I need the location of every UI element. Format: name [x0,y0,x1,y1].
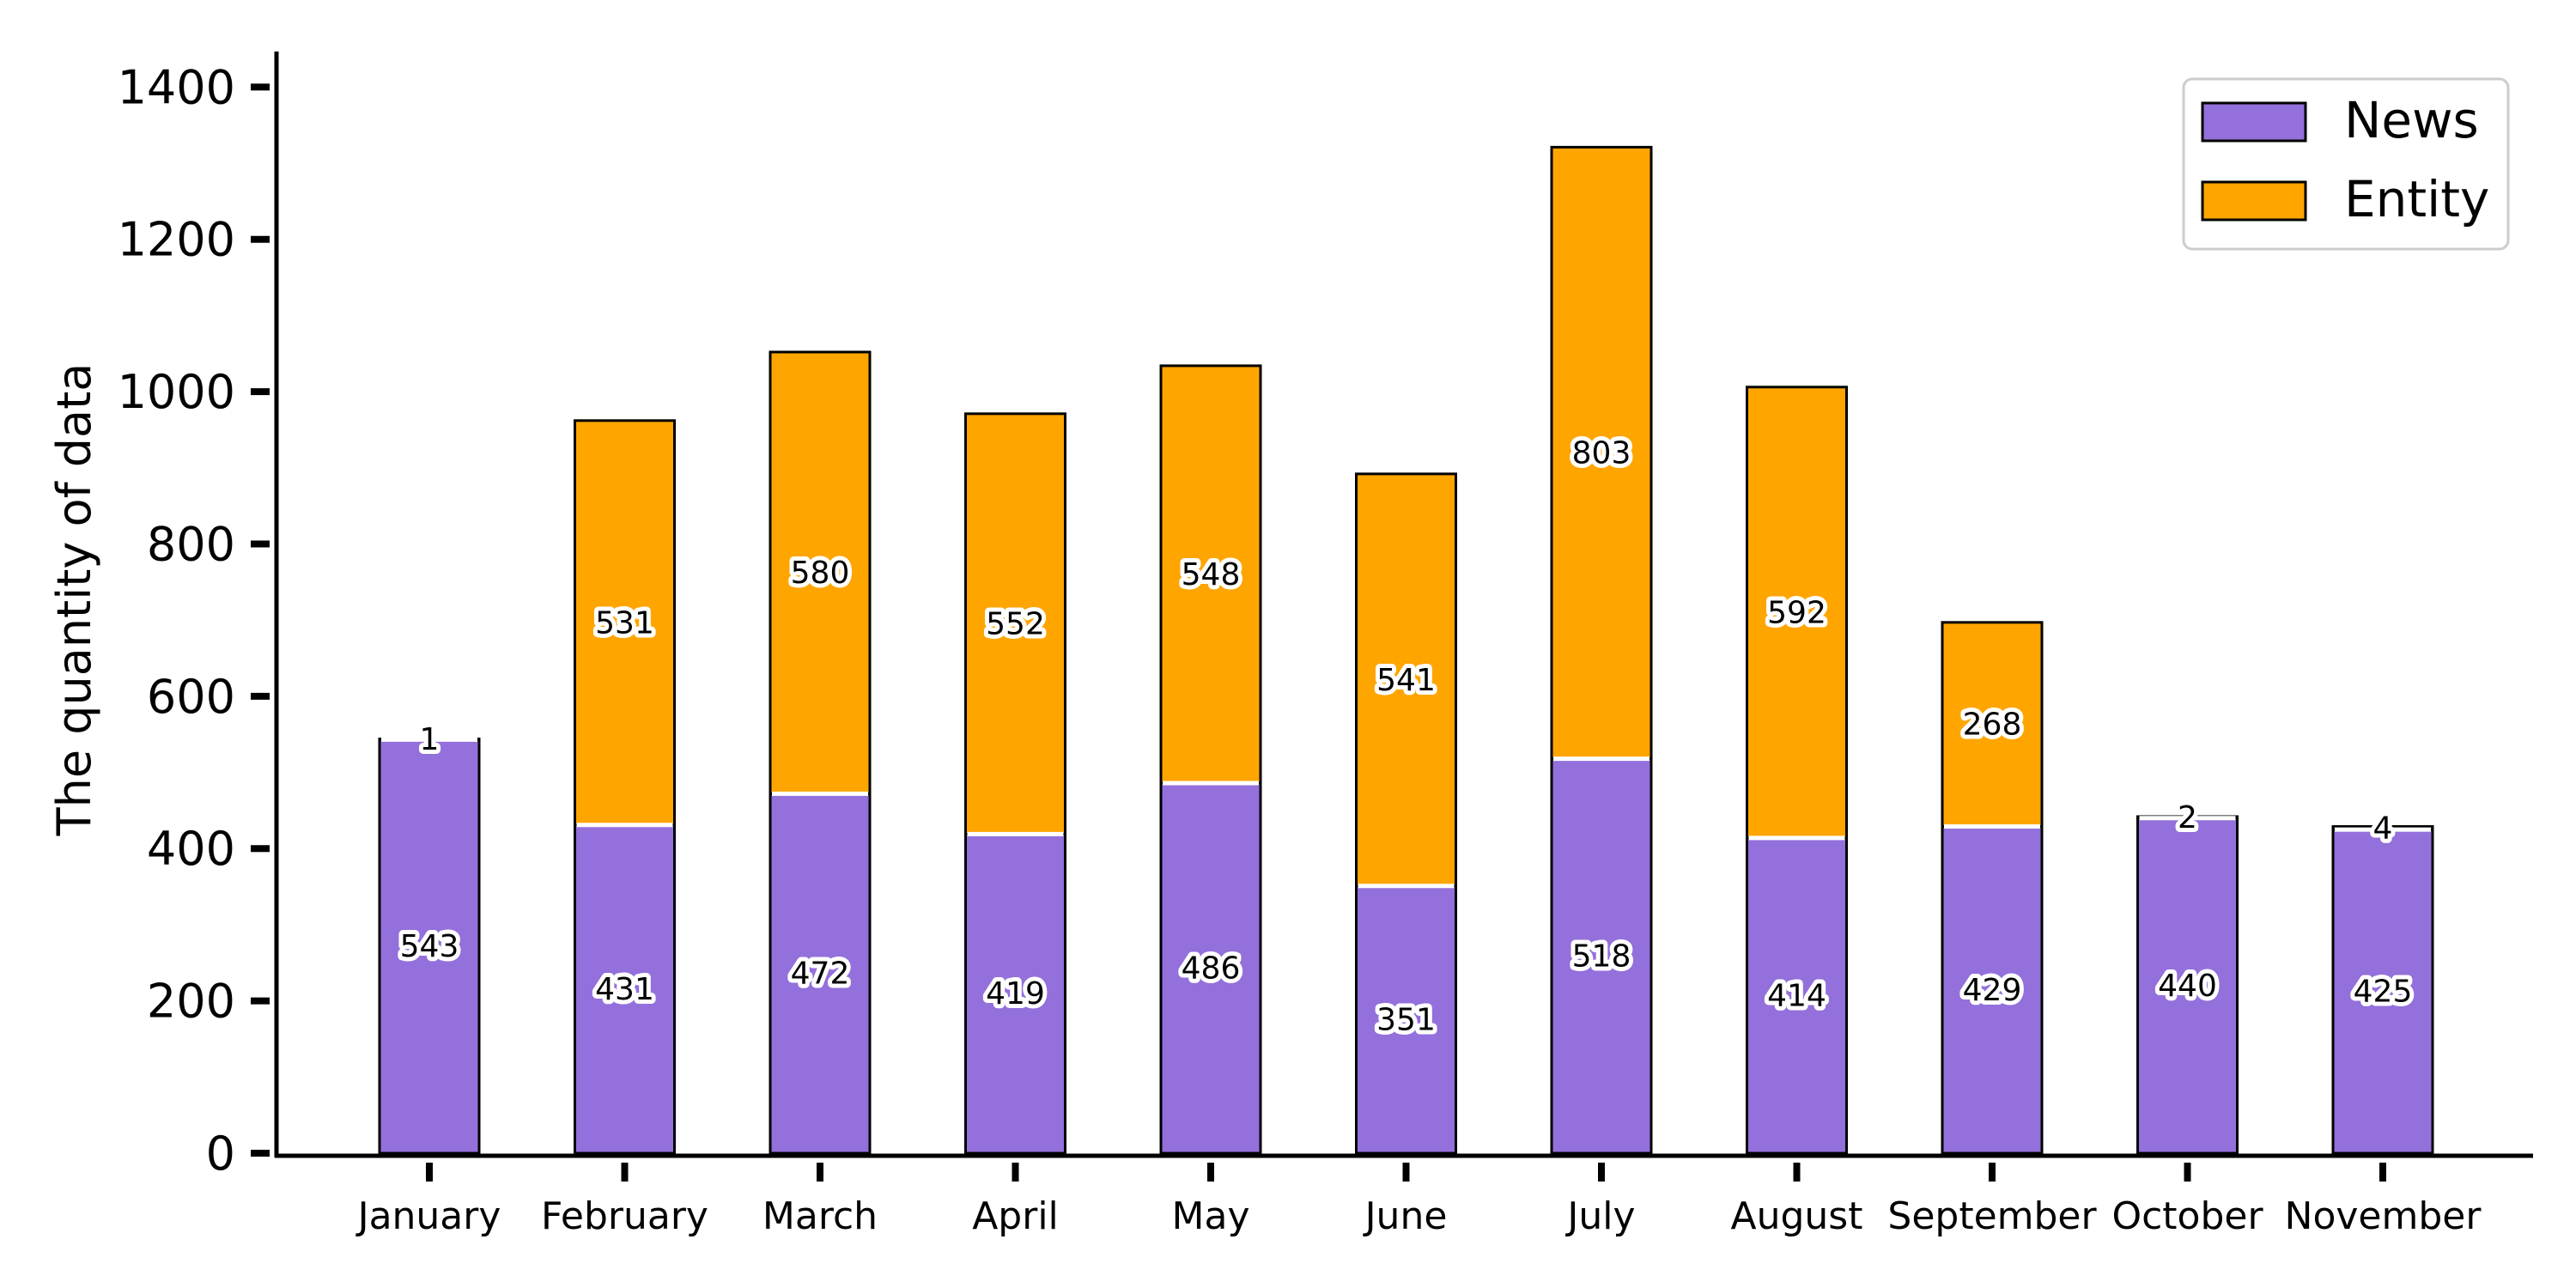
legend-swatch-news [2201,101,2307,143]
bar-entity-may [1159,364,1262,785]
bar-news-october [2136,817,2239,1155]
bar-news-june [1355,884,1457,1155]
value-label-news-march: 472 [791,957,850,992]
bars-layer [378,145,2434,1155]
legend-label-entity: Entity [2344,170,2489,228]
bar-entity-july [1550,145,1653,761]
value-label-news-may: 486 [1182,951,1241,986]
value-label-news-june: 351 [1376,1002,1436,1037]
x-tick-label-april: April [972,1194,1059,1238]
bar-news-november [2331,828,2434,1155]
bar-entity-february [574,419,676,827]
value-label-entity-september: 268 [1963,708,2022,743]
value-label-entity-march: 580 [791,556,850,591]
value-label-entity-january: 1 [420,722,440,757]
y-tick-label: 200 [147,975,235,1029]
bar-entity-march [769,350,872,795]
y-tick-label: 800 [147,517,235,571]
value-label-news-september: 429 [1963,973,2022,1008]
x-tick-label-august: August [1731,1194,1863,1238]
value-label-news-october: 440 [2158,969,2217,1004]
y-tick-label: 1200 [118,213,235,267]
bar-entity-june [1355,472,1457,888]
value-label-news-august: 414 [1767,978,1826,1013]
bar-entity-april [964,412,1066,835]
value-label-news-april: 419 [986,976,1045,1012]
y-tick-label: 400 [147,822,235,876]
value-label-news-february: 431 [595,972,654,1007]
bar-entity-september [1941,621,2044,829]
x-tick-label-february: February [541,1194,708,1238]
y-axis-title: The quantity of data [47,363,101,837]
bar-entity-august [1746,386,1848,840]
value-label-entity-may: 548 [1182,557,1241,592]
y-tick-label: 600 [147,670,235,724]
x-tick-label-june: June [1363,1194,1448,1238]
bar-news-may [1159,781,1262,1155]
bar-news-march [769,792,872,1155]
y-tick-label: 1400 [118,60,235,114]
segment-labels-layer: 543 1 431 531 472 580 419 552 486 548 351 541 518 803… [396,431,2417,1042]
value-label-news-november: 425 [2354,975,2413,1010]
bar-news-february [574,823,676,1155]
value-label-entity-august: 592 [1767,595,1826,630]
axes-layer: 0 200 400 600 800 1000 1200 1400 January February… [118,52,2533,1238]
bar-news-august [1746,836,1848,1155]
legend-swatch-entity [2201,180,2307,222]
value-label-entity-june: 541 [1376,663,1436,698]
value-label-entity-february: 531 [595,605,654,641]
x-tick-label-march: March [762,1194,878,1238]
legend: News Entity [2182,77,2510,251]
value-label-entity-november: 4 [2373,811,2393,846]
bar-news-september [1941,825,2044,1155]
value-label-entity-april: 552 [986,607,1045,642]
x-tick-label-july: July [1564,1194,1635,1238]
value-label-entity-october: 2 [2178,800,2197,835]
bar-news-january [378,738,481,1155]
value-label-entity-july: 803 [1572,435,1631,471]
x-tick-label-october: October [2111,1194,2263,1238]
bar-news-april [964,832,1066,1155]
value-label-news-january: 543 [400,929,459,964]
bar-news-july [1550,757,1653,1155]
y-tick-label: 1000 [118,365,235,419]
x-tick-label-september: September [1887,1194,2097,1238]
y-tick-label: 0 [206,1127,235,1181]
x-tick-label-january: January [355,1194,501,1238]
x-tick-label-may: May [1172,1194,1250,1238]
legend-label-news: News [2344,91,2479,149]
value-label-news-july: 518 [1572,939,1631,974]
x-tick-label-november: November [2285,1194,2482,1238]
